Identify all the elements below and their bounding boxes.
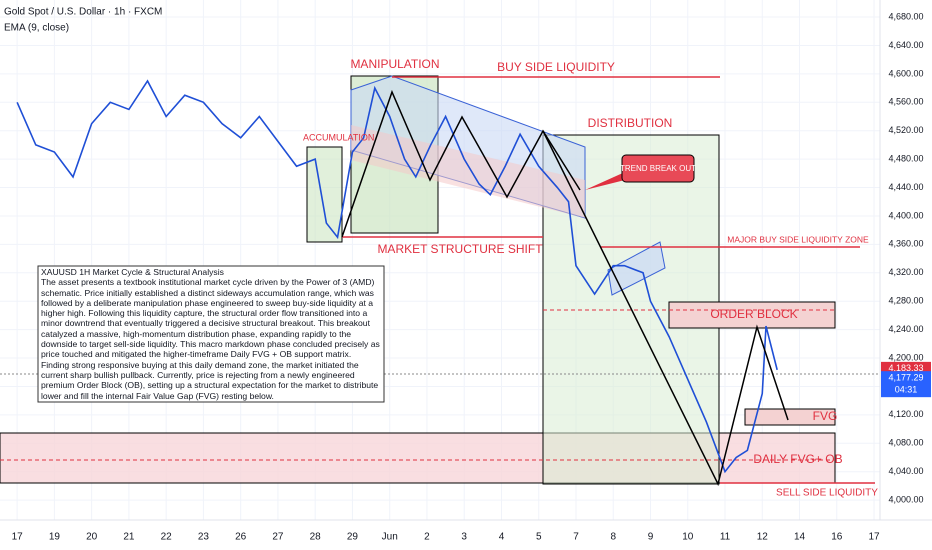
y-tick-label: 4,400.00	[888, 210, 923, 220]
x-tick-label: 23	[198, 532, 210, 543]
y-tick-label: 4,480.00	[888, 154, 923, 164]
note-box	[37, 265, 385, 403]
y-tick-label: 4,520.00	[888, 125, 923, 135]
y-tick-label: 4,560.00	[888, 97, 923, 107]
x-tick-label: 2	[424, 532, 430, 543]
distribution-label: DISTRIBUTION	[588, 116, 673, 130]
channel-lower	[351, 125, 585, 218]
x-tick-label: 22	[161, 532, 173, 543]
y-tick-label: 4,440.00	[888, 182, 923, 192]
trend-break-label: TREND BREAK OUT	[620, 164, 696, 173]
x-tick-label: 29	[347, 532, 359, 543]
x-tick-label: 21	[123, 532, 135, 543]
x-tick-label: 7	[573, 532, 579, 543]
callout-pointer	[585, 172, 625, 190]
note-body: The asset presents a textbook institutio…	[41, 277, 380, 401]
series	[16, 79, 778, 474]
x-tick-label: 10	[682, 532, 694, 543]
flag	[607, 241, 666, 296]
bid-price-label: 4,177.29	[888, 373, 923, 383]
x-tick-label: 26	[235, 532, 247, 543]
countdown: 04:31	[895, 385, 918, 395]
x-tick-label: 12	[757, 532, 769, 543]
y-tick-label: 4,120.00	[888, 409, 923, 419]
order-block-label: ORDER BLOCK	[710, 307, 797, 321]
daily-fvg-label: DAILY FVG+ OB	[753, 452, 842, 466]
x-tick-label: Jun	[382, 532, 398, 543]
chart-subtitle: EMA (9, close)	[4, 23, 69, 34]
fvg-zone	[744, 408, 836, 426]
x-tick-label: 8	[610, 532, 616, 543]
y-tick-label: 4,320.00	[888, 267, 923, 277]
y-tick-label: 4,680.00	[888, 11, 923, 21]
x-tick-label: 11	[720, 532, 731, 543]
y-tick-label: 4,040.00	[888, 466, 923, 476]
order-block-zone	[668, 301, 836, 329]
x-tick-label: 16	[831, 532, 843, 543]
callout	[621, 154, 695, 183]
y-tick-label: 4,240.00	[888, 324, 923, 334]
major-buy-label: MAJOR BUY SIDE LIQUIDITY ZONE	[727, 234, 869, 244]
fvg-label: FVG	[813, 409, 838, 423]
x-tick-label: 9	[648, 532, 654, 543]
x-tick-label: 28	[310, 532, 322, 543]
x-tick-label: 17	[12, 532, 24, 543]
x-tick-label: 17	[868, 532, 880, 543]
note: XAUUSD 1H Market Cycle & Structural Anal…	[41, 267, 381, 401]
y-tick-label: 4,600.00	[888, 68, 923, 78]
y-tick-label: 4,080.00	[888, 438, 923, 448]
chart-title: Gold Spot / U.S. Dollar · 1h · FXCM	[4, 7, 162, 18]
zigzag-2	[542, 130, 789, 487]
y-tick-label: 4,200.00	[888, 352, 923, 362]
accumulation-box	[306, 146, 343, 243]
accumulation-label: ACCUMULATION	[303, 132, 374, 142]
note-title: XAUUSD 1H Market Cycle & Structural Anal…	[41, 267, 224, 277]
y-tick-label: 4,000.00	[888, 494, 923, 504]
mss-label: MARKET STRUCTURE SHIFT	[377, 242, 543, 256]
y-tick-label: 4,640.00	[888, 40, 923, 50]
y-tick-label: 4,360.00	[888, 239, 923, 249]
last-price-label: 4,183.33	[888, 363, 923, 373]
x-tick-label: 4	[499, 532, 505, 543]
x-tick-label: 20	[86, 532, 98, 543]
note-container: XAUUSD 1H Market Cycle & Structural Anal…	[41, 267, 381, 401]
price-line	[16, 79, 778, 474]
x-tick-label: 3	[461, 532, 467, 543]
sell-side-label: SELL SIDE LIQUIDITY	[776, 488, 878, 499]
x-tick-label: 5	[536, 532, 542, 543]
y-tick-label: 4,280.00	[888, 296, 923, 306]
x-tick-label: 14	[794, 532, 806, 543]
buy-side-label: BUY SIDE LIQUIDITY	[497, 60, 615, 74]
bid-price-tag	[881, 371, 931, 398]
manipulation-label: MANIPULATION	[350, 57, 439, 71]
x-tick-label: 27	[272, 532, 284, 543]
x-tick-label: 19	[49, 532, 61, 543]
